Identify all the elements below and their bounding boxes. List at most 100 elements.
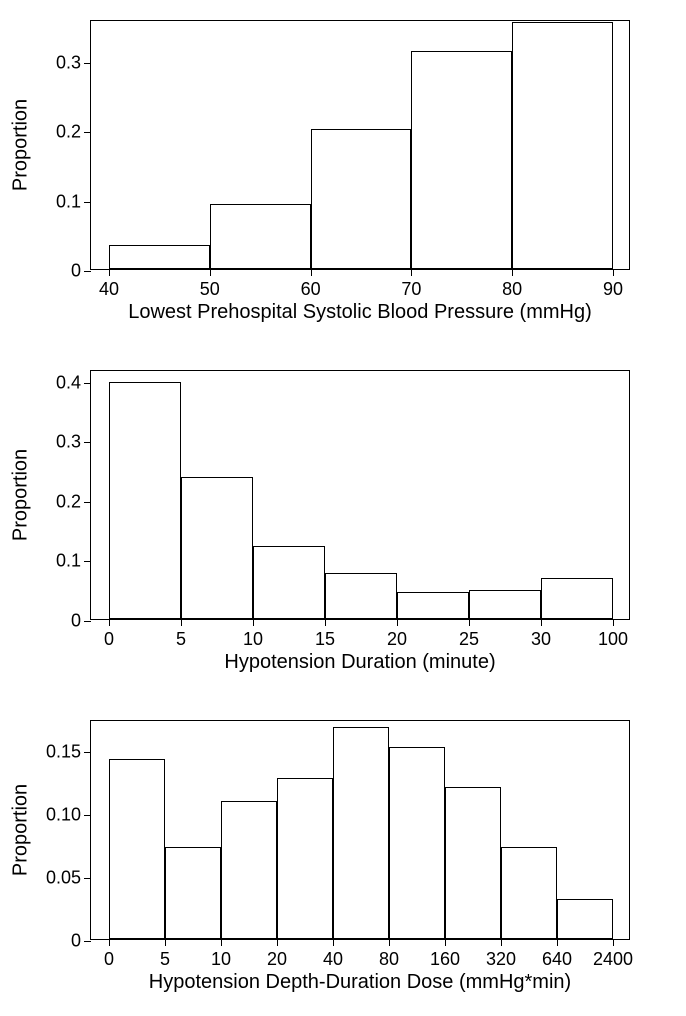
ytick-label-duration-4: 0.4	[56, 372, 81, 393]
ytick-duration-1	[84, 561, 91, 562]
ytick-duration-2	[84, 502, 91, 503]
xtick-label-dose-4: 40	[323, 949, 343, 970]
ytick-duration-0	[84, 621, 91, 622]
bar-dose-8	[557, 899, 613, 939]
xtick-label-dose-8: 640	[542, 949, 572, 970]
xtick-label-duration-5: 25	[459, 629, 479, 650]
xtick-duration-5	[469, 619, 470, 626]
ylabel-dose: Proportion	[10, 784, 33, 876]
bar-sbp-3	[411, 51, 512, 269]
ytick-sbp-2	[84, 132, 91, 133]
panel-sbp: 00.10.20.3405060708090ProportionLowest P…	[90, 20, 630, 270]
ytick-sbp-0	[84, 271, 91, 272]
xtick-label-sbp-3: 70	[401, 279, 421, 300]
xtick-duration-0	[109, 619, 110, 626]
xtick-dose-9	[613, 939, 614, 946]
ytick-label-dose-0: 0	[71, 931, 81, 952]
xtick-duration-3	[325, 619, 326, 626]
xtick-label-duration-6: 30	[531, 629, 551, 650]
bar-dose-0	[109, 759, 165, 939]
xtick-dose-3	[277, 939, 278, 946]
bar-duration-5	[469, 590, 541, 619]
bar-sbp-2	[311, 129, 412, 269]
panel-duration: 00.10.20.30.4051015202530100ProportionHy…	[90, 370, 630, 620]
xlabel-sbp: Lowest Prehospital Systolic Blood Pressu…	[128, 301, 592, 324]
plot-area-dose: 00.050.100.1505102040801603206402400Prop…	[90, 720, 630, 940]
xtick-sbp-2	[311, 269, 312, 276]
xtick-label-dose-7: 320	[486, 949, 516, 970]
bar-sbp-1	[210, 204, 311, 269]
xtick-label-sbp-0: 40	[99, 279, 119, 300]
xtick-label-duration-2: 10	[243, 629, 263, 650]
xtick-label-dose-2: 10	[211, 949, 231, 970]
xtick-label-sbp-5: 90	[603, 279, 623, 300]
xlabel-dose: Hypotension Depth-Duration Dose (mmHg*mi…	[149, 971, 571, 994]
xtick-label-dose-5: 80	[379, 949, 399, 970]
ytick-dose-0	[84, 941, 91, 942]
bar-duration-0	[109, 382, 181, 619]
bar-dose-5	[389, 747, 445, 939]
xtick-label-duration-4: 20	[387, 629, 407, 650]
ylabel-sbp: Proportion	[10, 99, 33, 191]
bar-dose-3	[277, 778, 333, 939]
ytick-label-dose-3: 0.15	[46, 742, 81, 763]
xtick-label-duration-3: 15	[315, 629, 335, 650]
xtick-duration-6	[541, 619, 542, 626]
xtick-label-dose-0: 0	[104, 949, 114, 970]
ylabel-duration: Proportion	[10, 449, 33, 541]
bar-duration-4	[397, 592, 469, 619]
xtick-duration-4	[397, 619, 398, 626]
ytick-label-duration-2: 0.2	[56, 491, 81, 512]
xtick-sbp-0	[109, 269, 110, 276]
ytick-label-dose-2: 0.10	[46, 805, 81, 826]
figure: 00.10.20.3405060708090ProportionLowest P…	[0, 0, 686, 1016]
xtick-dose-7	[501, 939, 502, 946]
ytick-duration-3	[84, 442, 91, 443]
panel-dose: 00.050.100.1505102040801603206402400Prop…	[90, 720, 630, 940]
bar-duration-6	[541, 578, 613, 619]
xlabel-duration: Hypotension Duration (minute)	[224, 651, 495, 674]
xtick-sbp-3	[411, 269, 412, 276]
bar-dose-4	[333, 727, 389, 939]
xtick-duration-7	[613, 619, 614, 626]
ytick-label-sbp-0: 0	[71, 261, 81, 282]
xtick-label-dose-1: 5	[160, 949, 170, 970]
xtick-sbp-1	[210, 269, 211, 276]
plot-area-sbp: 00.10.20.3405060708090ProportionLowest P…	[90, 20, 630, 270]
xtick-label-duration-1: 5	[176, 629, 186, 650]
ytick-sbp-3	[84, 63, 91, 64]
xtick-label-duration-0: 0	[104, 629, 114, 650]
ytick-sbp-1	[84, 202, 91, 203]
xtick-label-sbp-2: 60	[301, 279, 321, 300]
bar-dose-1	[165, 847, 221, 939]
ytick-duration-4	[84, 383, 91, 384]
bar-dose-6	[445, 787, 501, 939]
bar-duration-1	[181, 477, 253, 619]
bar-dose-7	[501, 847, 557, 939]
ytick-dose-2	[84, 815, 91, 816]
xtick-label-dose-3: 20	[267, 949, 287, 970]
ytick-label-sbp-2: 0.2	[56, 122, 81, 143]
ytick-label-duration-3: 0.3	[56, 432, 81, 453]
ytick-dose-1	[84, 878, 91, 879]
xtick-sbp-5	[613, 269, 614, 276]
xtick-duration-2	[253, 619, 254, 626]
xtick-dose-0	[109, 939, 110, 946]
xtick-dose-1	[165, 939, 166, 946]
bar-duration-3	[325, 573, 397, 619]
ytick-label-sbp-3: 0.3	[56, 52, 81, 73]
ytick-label-duration-1: 0.1	[56, 551, 81, 572]
plot-area-duration: 00.10.20.30.4051015202530100ProportionHy…	[90, 370, 630, 620]
xtick-duration-1	[181, 619, 182, 626]
ytick-label-duration-0: 0	[71, 611, 81, 632]
xtick-dose-4	[333, 939, 334, 946]
xtick-label-sbp-4: 80	[502, 279, 522, 300]
xtick-label-sbp-1: 50	[200, 279, 220, 300]
xtick-label-duration-7: 100	[598, 629, 628, 650]
bar-duration-2	[253, 546, 325, 619]
ytick-dose-3	[84, 752, 91, 753]
ytick-label-sbp-1: 0.1	[56, 191, 81, 212]
xtick-dose-5	[389, 939, 390, 946]
bar-dose-2	[221, 801, 277, 939]
bar-sbp-0	[109, 245, 210, 269]
